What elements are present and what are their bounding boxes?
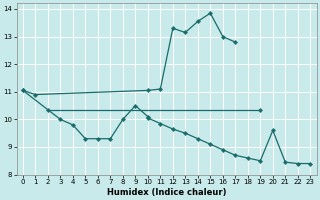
- X-axis label: Humidex (Indice chaleur): Humidex (Indice chaleur): [107, 188, 226, 197]
